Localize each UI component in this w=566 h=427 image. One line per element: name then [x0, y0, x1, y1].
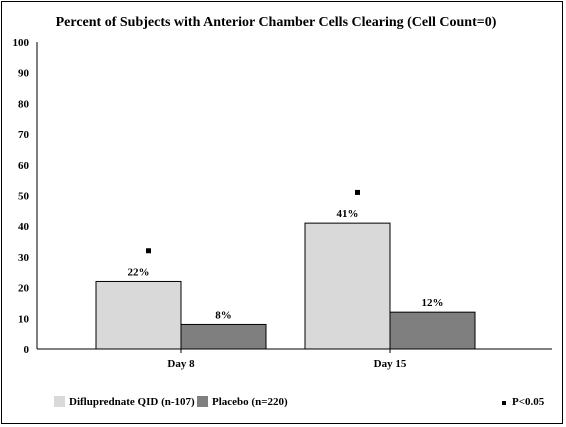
data-label: 22% — [128, 266, 150, 278]
data-label: 8% — [215, 309, 232, 321]
note-marker — [502, 401, 506, 405]
legend-label: Difluprednate QID (n-107) — [69, 396, 195, 408]
bar — [389, 311, 476, 350]
y-tick-label: 0 — [24, 344, 30, 356]
legend-swatch — [54, 396, 65, 407]
category-label: Day 15 — [374, 358, 407, 370]
legend-swatch — [197, 396, 208, 407]
y-tick-label: 30 — [18, 252, 30, 264]
y-tick-label: 50 — [18, 191, 30, 203]
y-tick-label: 40 — [18, 221, 30, 233]
significance-marker — [146, 248, 151, 254]
bar — [304, 222, 391, 350]
legend-label: Placebo (n=220) — [212, 396, 288, 408]
y-tick-label: 80 — [18, 98, 30, 110]
data-label: 12% — [422, 297, 444, 309]
y-tick-label: 100 — [13, 37, 30, 49]
significance-marker — [355, 189, 360, 195]
y-tick-label: 20 — [18, 283, 30, 295]
bar — [180, 323, 267, 350]
data-label: 41% — [337, 208, 359, 220]
significance-note: P<0.05 — [512, 396, 545, 408]
bar — [95, 280, 182, 350]
category-label: Day 8 — [167, 358, 195, 370]
legend: Difluprednate QID (n-107) Placebo (n=220)… — [54, 396, 545, 408]
plot-area: 0 10 20 30 40 50 60 70 80 90 100 22% 8% Day 8 41% 12% Da… — [13, 37, 552, 370]
y-tick-label: 90 — [18, 68, 30, 80]
y-tick-label: 60 — [18, 160, 30, 172]
y-tick-label: 70 — [18, 129, 30, 141]
y-tick-label: 10 — [18, 313, 30, 325]
chart-title: Percent of Subjects with Anterior Chambe… — [56, 15, 497, 30]
